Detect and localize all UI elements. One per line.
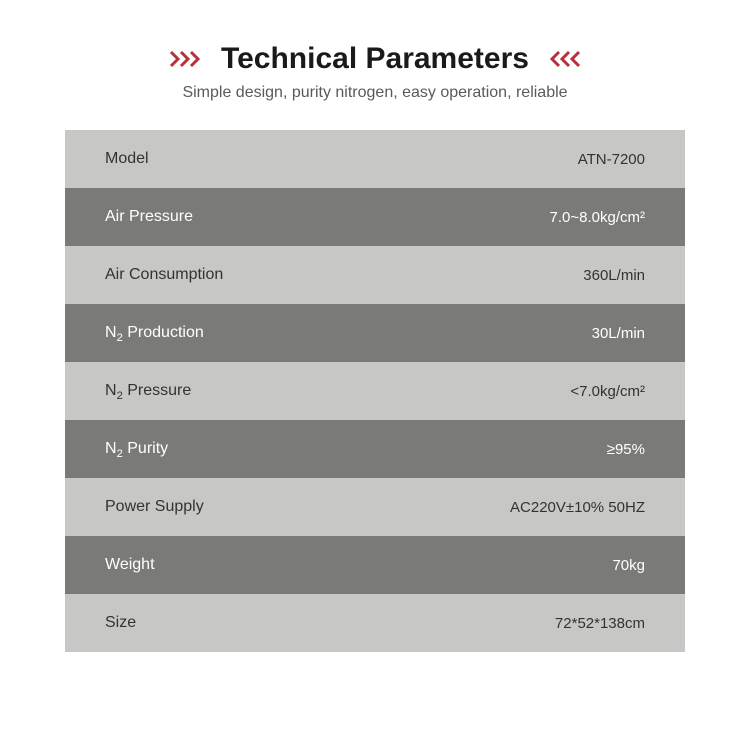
- param-value: 360L/min: [445, 267, 645, 284]
- param-label: Power Supply: [105, 498, 445, 516]
- table-row: Air Consumption360L/min: [65, 246, 685, 304]
- param-value: ATN-7200: [445, 151, 645, 168]
- param-value: ≥95%: [445, 441, 645, 458]
- page-title: Technical Parameters: [221, 42, 529, 76]
- table-row: N2 Pressure<7.0kg/cm²: [65, 362, 685, 420]
- chevron-right-icon: [169, 50, 203, 68]
- param-label: Model: [105, 150, 445, 168]
- table-row: Power SupplyAC220V±10% 50HZ: [65, 478, 685, 536]
- param-value: 7.0~8.0kg/cm²: [445, 209, 645, 226]
- param-value: 30L/min: [445, 325, 645, 342]
- header: Technical Parameters Simple design, puri…: [0, 0, 750, 130]
- param-label: Air Pressure: [105, 208, 445, 226]
- param-label: N2 Pressure: [105, 382, 445, 400]
- chevron-left-icon: [547, 50, 581, 68]
- param-value: AC220V±10% 50HZ: [445, 499, 645, 516]
- param-label: N2 Production: [105, 324, 445, 342]
- param-value: 70kg: [445, 557, 645, 574]
- table-row: N2 Production30L/min: [65, 304, 685, 362]
- parameters-table: ModelATN-7200Air Pressure7.0~8.0kg/cm²Ai…: [65, 130, 685, 652]
- table-row: Weight70kg: [65, 536, 685, 594]
- table-row: N2 Purity≥95%: [65, 420, 685, 478]
- param-value: 72*52*138cm: [445, 615, 645, 632]
- param-label: N2 Purity: [105, 440, 445, 458]
- table-row: Air Pressure7.0~8.0kg/cm²: [65, 188, 685, 246]
- param-label: Weight: [105, 556, 445, 574]
- param-label: Air Consumption: [105, 266, 445, 284]
- param-value: <7.0kg/cm²: [445, 383, 645, 400]
- table-row: Size72*52*138cm: [65, 594, 685, 652]
- table-row: ModelATN-7200: [65, 130, 685, 188]
- page-subtitle: Simple design, purity nitrogen, easy ope…: [0, 84, 750, 102]
- param-label: Size: [105, 614, 445, 632]
- title-row: Technical Parameters: [0, 42, 750, 76]
